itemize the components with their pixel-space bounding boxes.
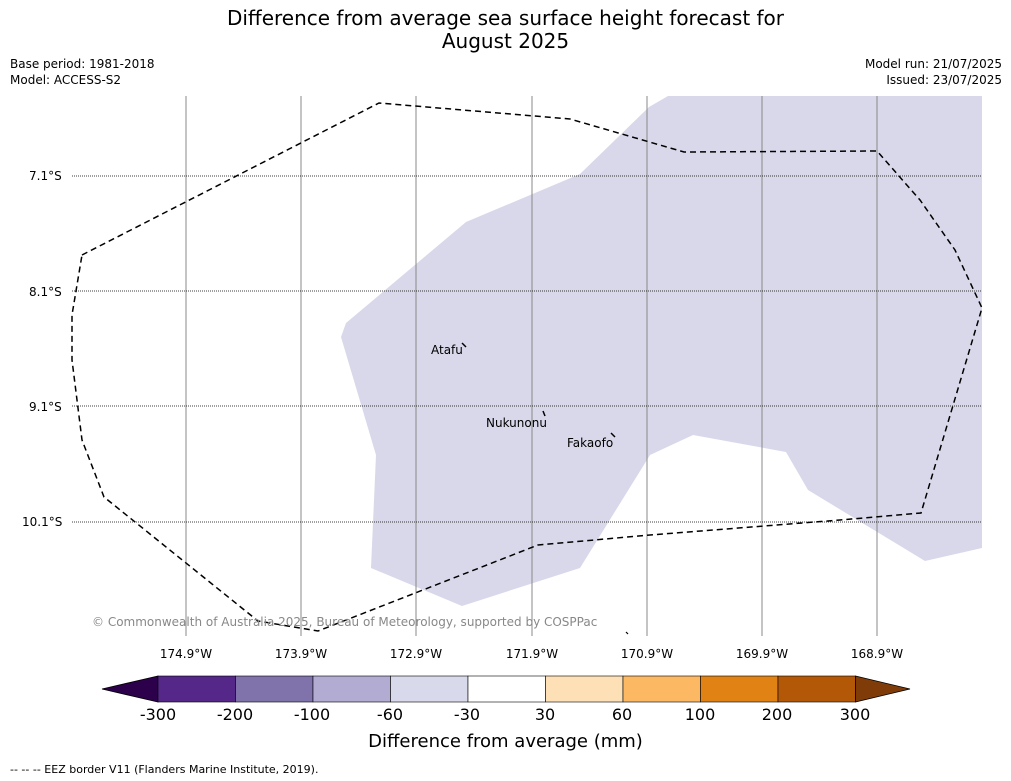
colorbar-swatch bbox=[390, 675, 469, 703]
lon-label-168-9: 168.9°W bbox=[850, 647, 904, 661]
chart-title-line1: Difference from average sea surface heig… bbox=[226, 6, 785, 30]
island-label-atafu: Atafu bbox=[431, 343, 463, 357]
base-period: Base period: 1981-2018 bbox=[10, 57, 155, 71]
eez-footnote: -- -- -- EEZ border V11 (Flanders Marine… bbox=[10, 763, 319, 776]
chart-title-line2: August 2025 bbox=[441, 29, 570, 53]
lat-label-10-1: 10.1°S bbox=[22, 515, 63, 529]
lat-label-8-1: 8.1°S bbox=[29, 285, 62, 299]
colorbar-tick-label: 100 bbox=[684, 705, 716, 724]
colorbar-swatch bbox=[545, 675, 624, 703]
colorbar-swatch bbox=[622, 675, 701, 703]
lon-label-172-9: 172.9°W bbox=[389, 647, 443, 661]
colorbar-tick-label: 200 bbox=[761, 705, 793, 724]
colorbar-swatch bbox=[157, 675, 236, 703]
colorbar-swatch bbox=[777, 675, 856, 703]
lon-label-170-9: 170.9°W bbox=[620, 647, 674, 661]
lon-label-174-9: 174.9°W bbox=[159, 647, 213, 661]
lat-label-9-1: 9.1°S bbox=[29, 400, 62, 414]
lat-label-7-1: 7.1°S bbox=[29, 169, 62, 183]
parallel-lines bbox=[72, 175, 982, 523]
small-marker bbox=[625, 631, 629, 635]
colorbar-tick-label: -300 bbox=[139, 705, 177, 724]
fakaofo-marker bbox=[610, 432, 616, 438]
nukunonu-marker bbox=[542, 410, 546, 417]
issued-date: Issued: 23/07/2025 bbox=[886, 73, 1002, 87]
lon-label-169-9: 169.9°W bbox=[735, 647, 789, 661]
colorbar-tick-label: -30 bbox=[453, 705, 481, 724]
colorbar-title: Difference from average (mm) bbox=[368, 731, 643, 752]
colorbar-tick-label: -100 bbox=[293, 705, 331, 724]
eez-border bbox=[71, 102, 983, 632]
atafu-marker bbox=[461, 342, 467, 348]
colorbar bbox=[101, 675, 911, 703]
colorbar-swatch bbox=[312, 675, 391, 703]
lon-label-173-9: 173.9°W bbox=[274, 647, 328, 661]
colorbar-tick-label: 60 bbox=[611, 705, 633, 724]
model-run: Model run: 21/07/2025 bbox=[864, 57, 1002, 71]
colorbar-tick-label: 30 bbox=[534, 705, 556, 724]
model-name: Model: ACCESS-S2 bbox=[10, 73, 122, 87]
colorbar-swatch bbox=[700, 675, 779, 703]
island-label-fakaofo: Fakaofo bbox=[567, 436, 614, 450]
colorbar-swatch bbox=[235, 675, 314, 703]
colorbar-extend-high bbox=[855, 675, 911, 703]
colorbar-extend-low bbox=[101, 675, 159, 703]
island-label-nukunonu: Nukunonu bbox=[486, 416, 547, 430]
copyright-credit: © Commonwealth of Australia 2025, Bureau… bbox=[92, 615, 598, 629]
shaded-anomaly-region bbox=[341, 96, 982, 606]
colorbar-tick-label: -200 bbox=[216, 705, 254, 724]
meridian-lines bbox=[185, 96, 878, 636]
colorbar-swatch bbox=[467, 675, 546, 703]
colorbar-tick-label: 300 bbox=[839, 705, 871, 724]
lon-label-171-9: 171.9°W bbox=[505, 647, 559, 661]
colorbar-tick-label: -60 bbox=[376, 705, 404, 724]
